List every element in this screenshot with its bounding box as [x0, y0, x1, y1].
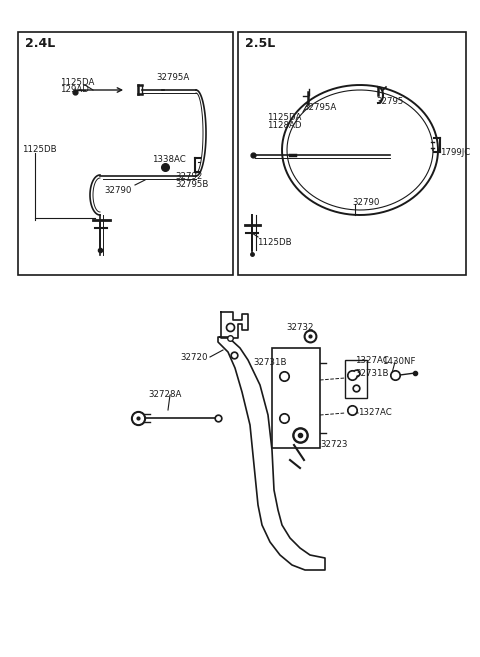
- Text: 32790: 32790: [352, 198, 379, 207]
- Text: 32790: 32790: [104, 186, 132, 195]
- Text: 1799JC: 1799JC: [440, 148, 470, 157]
- Text: 1327AC: 1327AC: [355, 356, 389, 365]
- Text: 1327AC: 1327AC: [358, 408, 392, 417]
- Text: 32795B: 32795B: [175, 180, 208, 189]
- Text: 1338AC: 1338AC: [152, 155, 186, 164]
- Text: 32795A: 32795A: [303, 103, 336, 112]
- Text: 2.5L: 2.5L: [245, 37, 275, 50]
- Text: 32728A: 32728A: [148, 390, 181, 399]
- Text: 129AD: 129AD: [60, 85, 89, 94]
- Text: 1125DB: 1125DB: [257, 238, 292, 247]
- Bar: [18, 32, 233, 275]
- Text: 32731B: 32731B: [253, 358, 287, 367]
- Polygon shape: [221, 312, 248, 338]
- Bar: [238, 32, 466, 275]
- Text: 1125DA: 1125DA: [267, 113, 301, 122]
- Text: 2.4L: 2.4L: [25, 37, 55, 50]
- Bar: [345, 360, 367, 398]
- Text: 1128AD: 1128AD: [267, 121, 301, 130]
- Polygon shape: [218, 337, 325, 570]
- Text: 1430NF: 1430NF: [382, 357, 416, 366]
- Text: 32732: 32732: [286, 323, 314, 332]
- Text: 32723: 32723: [320, 440, 348, 449]
- Bar: [272, 348, 320, 448]
- Text: 32731B: 32731B: [355, 369, 388, 378]
- Text: 1125DB: 1125DB: [22, 145, 57, 154]
- Text: 32720: 32720: [180, 353, 207, 362]
- Text: 32795: 32795: [376, 97, 403, 106]
- Text: 32795A: 32795A: [156, 73, 189, 82]
- Text: 1125DA: 1125DA: [60, 78, 95, 87]
- Text: 32792: 32792: [175, 172, 203, 181]
